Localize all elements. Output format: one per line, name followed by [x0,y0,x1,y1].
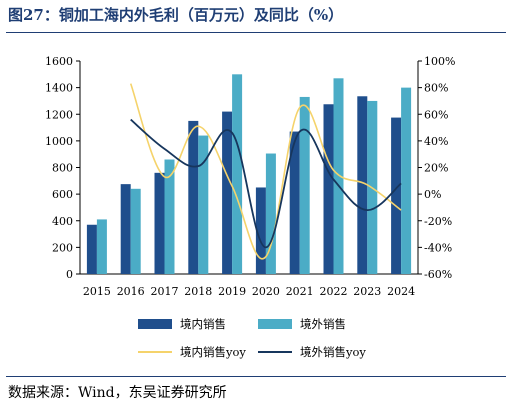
source-note: 数据来源：Wind，东吴证券研究所 [8,385,227,401]
legend-domestic-yoy-label: 境内销售yoy [180,345,246,359]
x-tick-label: 2022 [320,285,348,298]
legend-overseas-swatch [258,319,292,329]
x-tick-label: 2024 [387,285,415,298]
bar-overseas [96,219,107,274]
line-overseas-yoy [130,118,402,249]
bar-domestic [120,184,131,274]
x-tick-label: 2016 [117,285,145,298]
x-tick-label: 2021 [286,285,314,298]
bar-domestic [289,131,300,274]
footer-divider [6,376,506,377]
right-tick-label: 100% [424,55,455,68]
bar-domestic [255,187,266,274]
line-domestic-yoy [129,83,402,260]
bar-domestic [222,111,233,275]
legend-domestic-label: 境内销售 [180,317,226,331]
right-tick-label: -20% [424,215,452,228]
left-tick-label: 1000 [45,135,73,148]
bar-overseas [401,87,412,274]
right-tick-label: -60% [424,268,452,281]
x-tick-label: 2018 [184,285,212,298]
chart-title: 图27：铜加工海内外毛利（百万元）及同比（%） [8,6,344,24]
x-tick-label: 2023 [353,285,381,298]
bar-overseas [333,78,344,275]
bar-overseas [130,188,141,274]
legend-overseas-label: 境外销售 [300,317,346,331]
bar-overseas [265,153,276,274]
left-tick-label: 200 [52,241,73,254]
right-tick-label: 0% [424,188,441,201]
x-tick-label: 2019 [218,285,246,298]
bar-domestic [86,224,97,274]
left-tick-label: 0 [66,268,73,281]
right-tick-label: 40% [424,135,448,148]
right-tick-label: 80% [424,82,448,95]
legend-overseas-yoy-label: 境外销售yoy [300,345,366,359]
bar-domestic [357,96,368,274]
bar-overseas [299,96,310,274]
legend-domestic-swatch [138,319,172,329]
left-tick-label: 600 [52,188,73,201]
bar-domestic [391,117,402,274]
title-divider [6,32,506,33]
left-tick-label: 400 [52,215,73,228]
x-tick-label: 2020 [252,285,280,298]
right-tick-label: 60% [424,108,448,121]
left-tick-label: 1400 [45,82,73,95]
bar-domestic [154,172,165,274]
left-tick-label: 1200 [45,108,73,121]
bar-domestic [188,120,199,274]
bar-overseas [232,74,243,274]
x-tick-label: 2015 [83,285,111,298]
left-tick-label: 800 [52,162,73,175]
chart-canvas: 0 200 400 600 800 1000 1200 1400 1600 -60% -40% -20… [45,55,455,359]
x-tick-label: 2017 [151,285,179,298]
right-tick-label: 20% [424,162,448,175]
bar-domestic [323,104,334,274]
left-tick-label: 1600 [45,55,73,68]
right-tick-label: -40% [424,241,452,254]
bar-overseas [164,159,175,274]
bar-overseas [198,135,209,274]
